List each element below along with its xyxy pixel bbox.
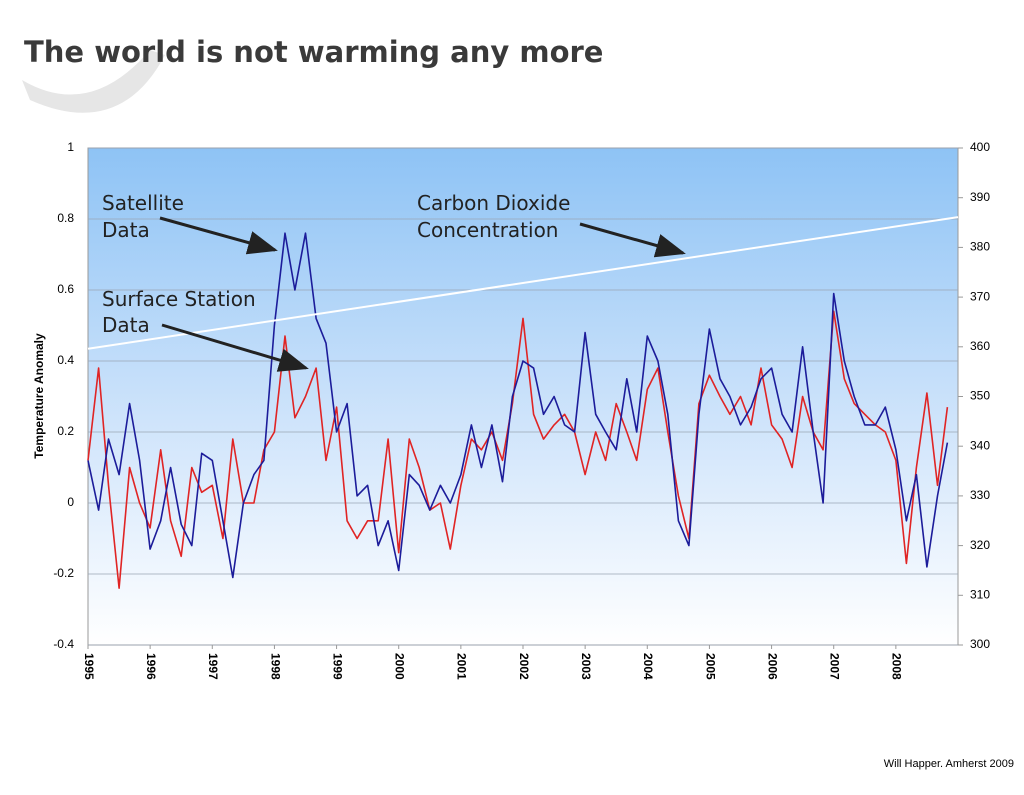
x-tick-label: 2002 <box>517 653 531 680</box>
y-tick-label: 0.4 <box>57 353 74 367</box>
annotation: Concentration <box>417 218 558 242</box>
annotation: Satellite <box>102 191 184 215</box>
x-tick-label: 1997 <box>206 653 220 680</box>
x-tick-label: 2005 <box>703 653 717 680</box>
y-tick-label: 1 <box>67 140 74 154</box>
plot-area <box>87 147 959 646</box>
x-tick-label: 2000 <box>393 653 407 680</box>
y-tick-label: -0.4 <box>53 637 74 651</box>
y2-tick-label: 390 <box>970 190 990 204</box>
annotation: Data <box>102 218 150 242</box>
x-tick-label: 1996 <box>144 653 158 680</box>
x-tick-label: 2001 <box>455 653 469 680</box>
y2-tick-label: 370 <box>970 289 990 303</box>
annotation: Data <box>102 313 150 337</box>
temperature-line <box>87 232 949 579</box>
y-tick-label: 0 <box>67 495 74 509</box>
x-tick-label: 1998 <box>268 653 282 680</box>
x-tick-label: 2004 <box>641 653 655 680</box>
x-tick-label: 2003 <box>579 653 593 680</box>
y2-tick-label: 350 <box>970 389 990 403</box>
x-tick-label: 2006 <box>765 653 779 680</box>
y2-tick-label: 300 <box>970 637 990 651</box>
x-tick-label: 1995 <box>82 653 96 680</box>
y-tick-label: -0.2 <box>53 566 74 580</box>
chart-title: The world is not warming any more <box>24 35 603 69</box>
y-tick-label: 0.6 <box>57 282 74 296</box>
y-tick-label: 0.2 <box>57 424 74 438</box>
temperature-line <box>87 310 949 589</box>
y2-tick-label: 310 <box>970 587 990 601</box>
y-tick-label: 0.8 <box>57 211 74 225</box>
x-tick-label: 2007 <box>828 653 842 680</box>
x-tick-label: 1999 <box>330 653 344 680</box>
x-tick-label: 2008 <box>890 653 904 680</box>
y2-tick-label: 320 <box>970 538 990 552</box>
annotation-arrow <box>161 323 309 372</box>
annotation-arrow <box>579 222 686 258</box>
annotation: Surface Station <box>102 287 256 311</box>
co2-line <box>87 216 959 350</box>
y2-tick-label: 360 <box>970 339 990 353</box>
y2-tick-label: 330 <box>970 488 990 502</box>
y2-tick-label: 400 <box>970 140 990 154</box>
y2-tick-label: 340 <box>970 438 990 452</box>
decor-swoosh <box>22 50 165 113</box>
y2-tick-label: 380 <box>970 240 990 254</box>
annotation-arrow <box>159 216 278 255</box>
footer: Will Happer. Amherst 2009 <box>884 758 1014 770</box>
annotation: Carbon Dioxide <box>417 191 570 215</box>
y-axis-label: Temperature Anomaly <box>32 333 46 459</box>
